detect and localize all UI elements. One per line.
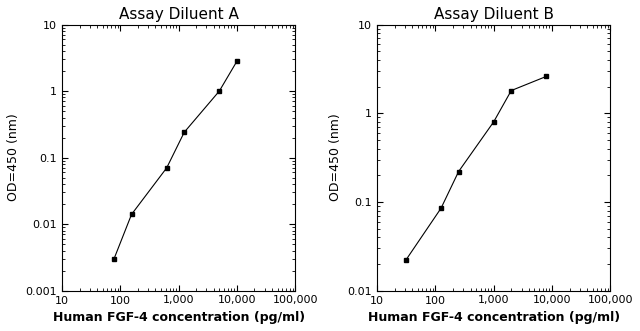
X-axis label: Human FGF-4 concentration (pg/ml): Human FGF-4 concentration (pg/ml) — [367, 311, 620, 324]
Title: Assay Diluent B: Assay Diluent B — [434, 7, 554, 22]
Y-axis label: OD=450 (nm): OD=450 (nm) — [7, 114, 20, 202]
Y-axis label: OD=450 (nm): OD=450 (nm) — [329, 114, 342, 202]
X-axis label: Human FGF-4 concentration (pg/ml): Human FGF-4 concentration (pg/ml) — [52, 311, 305, 324]
Title: Assay Diluent A: Assay Diluent A — [118, 7, 239, 22]
